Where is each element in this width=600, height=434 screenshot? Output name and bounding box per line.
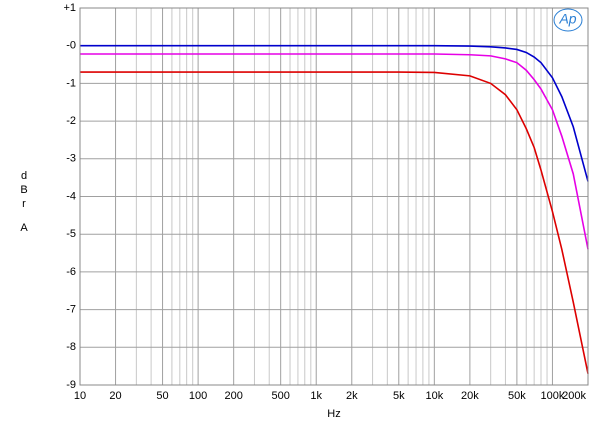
x-tick-label: 100 [189,390,207,402]
y-tick-label: -9 [66,379,76,391]
y-tick-label: -0 [66,40,76,52]
y-tick-label: +1 [63,2,76,14]
x-tick-label: 5k [393,390,405,402]
y-axis-label: r [22,198,26,210]
x-tick-label: 20k [461,390,479,402]
x-tick-label: 10k [425,390,443,402]
series-line [80,53,589,250]
y-tick-label: -6 [66,266,76,278]
x-tick-label: 500 [271,390,289,402]
y-axis-label: A [20,222,28,234]
x-tick-label: 10 [74,390,86,402]
y-tick-label: -7 [66,304,76,316]
series-line [80,71,589,374]
series-line [80,44,589,182]
x-tick-label: 20 [109,390,121,402]
x-tick-label: 100k [541,390,565,402]
y-tick-label: -3 [66,153,76,165]
x-tick-label: 50 [156,390,168,402]
y-tick-label: -1 [66,77,76,89]
y-axis-label: B [20,184,27,196]
x-tick-label: 50k [508,390,526,402]
x-tick-label: 2k [346,390,358,402]
x-tick-label: 200k [562,390,586,402]
plot-border [79,7,589,386]
logo-ring [553,8,583,32]
y-tick-label: -5 [66,228,76,240]
logo: Ap [558,11,576,27]
y-tick-label: -2 [66,115,76,127]
x-tick-label: 1k [310,390,322,402]
y-tick-label: -4 [66,190,76,202]
x-tick-label: 200 [224,390,242,402]
y-tick-label: -8 [66,341,76,353]
x-axis-label: Hz [327,408,340,420]
y-axis-label: d [21,170,27,182]
